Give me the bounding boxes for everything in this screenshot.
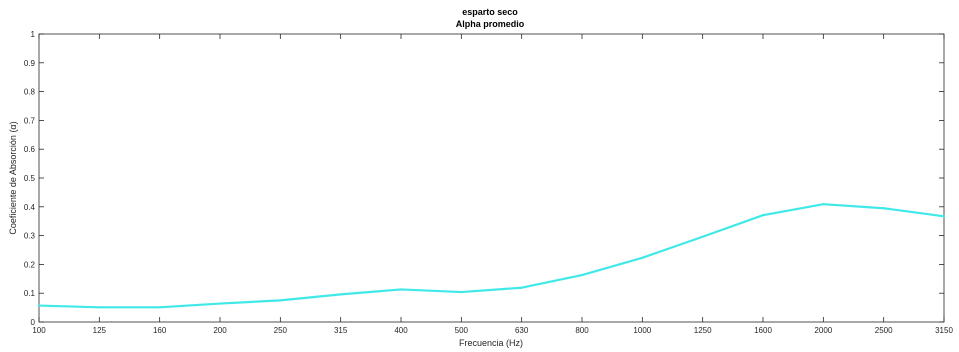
x-tick-label: 160 — [153, 326, 167, 335]
y-tick-label: 1 — [31, 30, 36, 39]
x-tick-label: 800 — [575, 326, 589, 335]
x-tick-label: 100 — [32, 326, 46, 335]
data-point — [882, 207, 885, 210]
data-point — [580, 273, 584, 277]
data-point — [942, 215, 946, 218]
y-tick-label: 0.1 — [24, 289, 36, 298]
y-tick-label: 0.5 — [24, 174, 36, 183]
chart-subtitle: Alpha promedio — [456, 19, 525, 29]
series-line-0 — [38, 203, 945, 309]
x-axis: 100 125 160 200 250 315 400 500 630 800 1000 1250 16… — [32, 34, 953, 335]
data-point — [339, 293, 342, 296]
y-tick-label: 0.9 — [24, 59, 36, 68]
y-tick-label: 0.3 — [24, 232, 36, 241]
x-tick-label: 250 — [274, 326, 288, 335]
data-point — [822, 203, 825, 206]
x-tick-label: 2000 — [814, 326, 832, 335]
data-point — [520, 286, 523, 289]
x-tick-label: 1600 — [754, 326, 772, 335]
plot-area — [38, 33, 945, 323]
y-tick-label: 0.8 — [24, 88, 36, 97]
data-point — [701, 235, 704, 238]
x-tick-label: 3150 — [935, 326, 953, 335]
data-point — [761, 214, 765, 217]
x-tick-label: 1000 — [633, 326, 651, 335]
x-tick-label: 200 — [213, 326, 227, 335]
y-tick-label: 0 — [31, 318, 36, 327]
y-tick-label: 0.6 — [24, 145, 36, 154]
data-point — [37, 304, 41, 307]
x-tick-label: 1250 — [694, 326, 712, 335]
y-tick-label: 0.4 — [24, 203, 36, 212]
y-tick-label: 0.2 — [24, 260, 36, 269]
x-axis-label: Frecuencia (Hz) — [459, 338, 523, 348]
data-point — [279, 299, 282, 302]
y-axis-label: Coeficiente de Absorción (α) — [8, 121, 18, 234]
data-point — [641, 256, 644, 259]
data-point — [460, 290, 463, 294]
x-tick-label: 500 — [455, 326, 469, 335]
x-tick-label: 2500 — [875, 326, 893, 335]
x-tick-label: 315 — [334, 326, 348, 335]
series-layer — [37, 203, 946, 309]
x-tick-label: 630 — [515, 326, 529, 335]
data-point — [399, 288, 403, 291]
data-point — [98, 306, 101, 309]
data-point — [218, 302, 222, 305]
x-tick-label: 125 — [93, 326, 107, 335]
data-point — [158, 306, 161, 309]
y-axis: 0 0.1 0.2 0.3 0.4 0.5 0.6 0.7 0.8 0.9 1 — [24, 30, 944, 327]
chart-title: esparto seco — [462, 7, 518, 17]
x-tick-label: 400 — [394, 326, 408, 335]
y-tick-label: 0.7 — [24, 116, 36, 125]
